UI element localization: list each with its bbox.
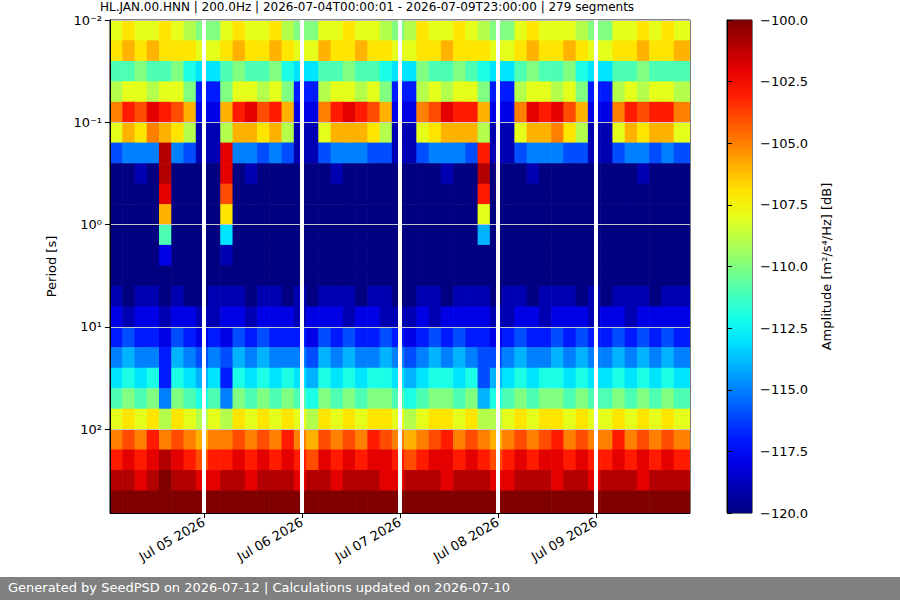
svg-text:10⁰: 10⁰	[80, 217, 102, 232]
svg-text:10⁻¹: 10⁻¹	[73, 115, 102, 130]
svg-text:10⁻²: 10⁻²	[73, 13, 102, 28]
svg-text:−117.5: −117.5	[760, 444, 808, 459]
svg-text:Jul 06 2026: Jul 06 2026	[234, 515, 306, 565]
svg-text:−102.5: −102.5	[760, 74, 808, 89]
svg-text:Period [s]: Period [s]	[44, 236, 59, 298]
svg-text:Amplitude [m²/s⁴/Hz] [dB]: Amplitude [m²/s⁴/Hz] [dB]	[819, 183, 834, 351]
svg-text:Jul 07 2026: Jul 07 2026	[332, 515, 404, 565]
svg-text:Jul 09 2026: Jul 09 2026	[528, 515, 600, 565]
svg-text:−110.0: −110.0	[760, 259, 808, 274]
svg-text:−105.0: −105.0	[760, 136, 808, 151]
svg-text:−115.0: −115.0	[760, 382, 808, 397]
svg-text:−100.0: −100.0	[760, 13, 808, 28]
svg-text:−120.0: −120.0	[760, 506, 808, 521]
svg-text:Jul 05 2026: Jul 05 2026	[136, 515, 208, 565]
svg-text:HL.JAN.00.HNN | 200.0Hz | 2026: HL.JAN.00.HNN | 200.0Hz | 2026-07-04T00:…	[100, 0, 634, 14]
svg-text:−112.5: −112.5	[760, 321, 808, 336]
svg-text:Jul 08 2026: Jul 08 2026	[430, 515, 502, 565]
svg-text:10¹: 10¹	[80, 319, 102, 334]
svg-text:Generated by SeedPSD on 2026-0: Generated by SeedPSD on 2026-07-12 | Cal…	[8, 580, 510, 595]
svg-text:10²: 10²	[80, 422, 102, 437]
svg-text:−107.5: −107.5	[760, 197, 808, 212]
